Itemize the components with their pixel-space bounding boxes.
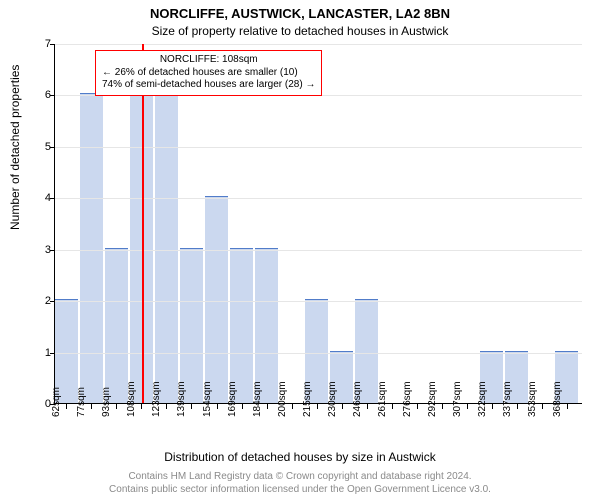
x-tick-mark xyxy=(442,404,443,409)
x-tick-mark xyxy=(317,404,318,409)
x-tick-label: 123sqm xyxy=(151,381,162,417)
x-tick-label: 62sqm xyxy=(51,387,62,417)
x-tick-mark xyxy=(292,404,293,409)
x-tick-label: 215sqm xyxy=(302,381,313,417)
gridline xyxy=(55,44,582,45)
x-tick-mark xyxy=(542,404,543,409)
chart-title-sub: Size of property relative to detached ho… xyxy=(0,24,600,38)
x-tick-label: 139sqm xyxy=(176,381,187,417)
x-tick-label: 261sqm xyxy=(377,381,388,417)
x-tick-label: 77sqm xyxy=(76,387,87,417)
x-tick-mark xyxy=(191,404,192,409)
x-tick-mark xyxy=(217,404,218,409)
footer-line1: Contains HM Land Registry data © Crown c… xyxy=(0,471,600,484)
x-tick-label: 307sqm xyxy=(452,381,463,417)
x-tick-label: 93sqm xyxy=(101,387,112,417)
x-tick-mark xyxy=(342,404,343,409)
histogram-bar xyxy=(80,93,103,403)
y-tick-label: 2 xyxy=(31,295,51,307)
footer-attribution: Contains HM Land Registry data © Crown c… xyxy=(0,471,600,496)
x-tick-label: 246sqm xyxy=(352,381,363,417)
x-tick-label: 353sqm xyxy=(527,381,538,417)
histogram-bar xyxy=(105,248,128,403)
y-tick-label: 5 xyxy=(31,141,51,153)
y-tick-label: 7 xyxy=(31,38,51,50)
annotation-line3: 74% of semi-detached houses are larger (… xyxy=(102,79,315,92)
x-tick-mark xyxy=(166,404,167,409)
chart-container: NORCLIFFE, AUSTWICK, LANCASTER, LA2 8BN … xyxy=(0,0,600,500)
bars-layer xyxy=(55,44,582,403)
footer-line2: Contains public sector information licen… xyxy=(0,484,600,497)
annotation-line2: ← 26% of detached houses are smaller (10… xyxy=(102,67,315,80)
x-tick-label: 322sqm xyxy=(477,381,488,417)
gridline xyxy=(55,198,582,199)
x-tick-mark xyxy=(367,404,368,409)
y-tick-label: 6 xyxy=(31,89,51,101)
plot-area: 01234567 NORCLIFFE: 108sqm ← 26% of deta… xyxy=(54,44,582,404)
y-tick-label: 0 xyxy=(31,398,51,410)
x-tick-label: 230sqm xyxy=(327,381,338,417)
x-tick-mark xyxy=(467,404,468,409)
x-tick-label: 292sqm xyxy=(427,381,438,417)
histogram-bar xyxy=(155,93,178,403)
gridline xyxy=(55,250,582,251)
gridline xyxy=(55,95,582,96)
gridline xyxy=(55,147,582,148)
x-tick-mark xyxy=(141,404,142,409)
x-tick-label: 108sqm xyxy=(126,381,137,417)
x-tick-label: 184sqm xyxy=(252,381,263,417)
x-tick-label: 276sqm xyxy=(402,381,413,417)
x-tick-mark xyxy=(392,404,393,409)
annotation-line1: NORCLIFFE: 108sqm xyxy=(102,54,315,67)
x-axis-label: Distribution of detached houses by size … xyxy=(0,450,600,464)
x-tick-label: 169sqm xyxy=(227,381,238,417)
x-tick-mark xyxy=(91,404,92,409)
x-tick-mark xyxy=(116,404,117,409)
x-tick-label: 154sqm xyxy=(202,381,213,417)
x-tick-mark xyxy=(267,404,268,409)
x-tick-mark xyxy=(242,404,243,409)
gridline xyxy=(55,301,582,302)
annotation-box: NORCLIFFE: 108sqm ← 26% of detached hous… xyxy=(95,50,322,96)
x-tick-mark xyxy=(417,404,418,409)
y-tick-label: 3 xyxy=(31,244,51,256)
x-tick-label: 337sqm xyxy=(502,381,513,417)
x-tick-mark xyxy=(567,404,568,409)
gridline xyxy=(55,353,582,354)
y-tick-label: 1 xyxy=(31,347,51,359)
marker-line xyxy=(142,44,144,403)
histogram-bar xyxy=(255,248,278,403)
chart-title-main: NORCLIFFE, AUSTWICK, LANCASTER, LA2 8BN xyxy=(0,6,600,21)
histogram-bar xyxy=(205,196,228,403)
x-tick-mark xyxy=(66,404,67,409)
y-tick-label: 4 xyxy=(31,192,51,204)
histogram-bar xyxy=(180,248,203,403)
histogram-bar xyxy=(230,248,253,403)
x-tick-mark xyxy=(492,404,493,409)
x-tick-label: 368sqm xyxy=(552,381,563,417)
x-tick-label: 200sqm xyxy=(277,381,288,417)
y-axis-label: Number of detached properties xyxy=(8,65,22,230)
x-tick-mark xyxy=(517,404,518,409)
